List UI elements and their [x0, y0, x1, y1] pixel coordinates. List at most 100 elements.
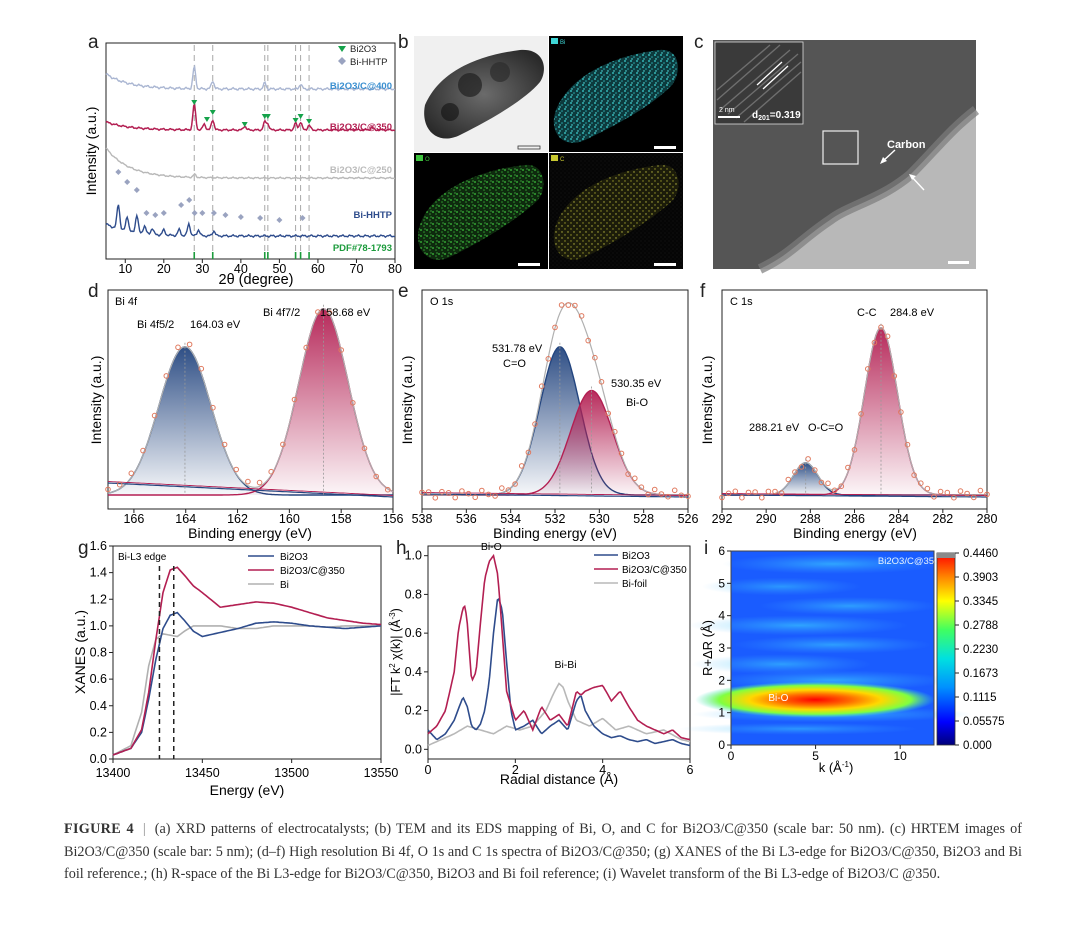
data-point — [612, 428, 618, 435]
eds-o-tag — [416, 155, 423, 161]
panel-i-content: Bi2O3/C@350 Bi-O 0 5 10 0 1 2 3 4 5 6 0.4460 0.3903 0.… — [678, 544, 1005, 763]
data-point — [585, 337, 592, 344]
eds-o-particle — [417, 164, 544, 260]
data-point — [678, 492, 685, 499]
bi-hhtp-peak-marker — [237, 214, 244, 220]
panel-h-xtick-label: 0 — [425, 763, 432, 777]
series-line-Bi2O3/C@350 — [427, 553, 691, 741]
panel-a-xtick-label: 10 — [118, 262, 132, 276]
peak-position-label: 530.35 eV — [611, 378, 662, 390]
heatmap-hotspot — [695, 681, 936, 718]
peak-fill-Bi 4f7/2 — [108, 308, 393, 495]
panel-label-b: b — [398, 32, 409, 53]
panel-d-xtick-label: 156 — [383, 512, 404, 526]
panel-g-content: 13400 13450 13500 13550 0.0 0.2 0.4 0.6 0.8 1.0 1.… — [90, 539, 399, 780]
peak-fill-Bi 4f5/2 — [108, 346, 393, 495]
data-point — [759, 494, 765, 501]
data-point — [732, 488, 739, 495]
data-point — [625, 471, 631, 477]
panel-h-content: 0 2 4 6 0.0 0.2 0.4 0.6 0.8 1.0 Bi-O Bi-Bi Bi2O3 Bi2O… — [405, 541, 694, 777]
data-point — [812, 467, 818, 473]
panel-d-xtick-label: 164 — [175, 512, 196, 526]
panel-d-xtick-label: 160 — [279, 512, 300, 526]
series-line-Bi2O3/C@250 — [105, 147, 395, 180]
data-point — [485, 491, 492, 498]
tem-grain — [458, 73, 482, 97]
tem-grain — [441, 103, 459, 121]
panel-g-xtick-label: 13450 — [185, 766, 220, 780]
panel-i-xtick-label: 5 — [812, 749, 819, 763]
legend-label-Bi2O3/C@350: Bi2O3/C@350 — [280, 566, 345, 577]
data-point — [752, 489, 758, 495]
panel-f-xtick-label: 292 — [712, 512, 733, 526]
peak-fill-Bi-O — [422, 390, 688, 495]
colorbar-cap — [937, 553, 955, 558]
data-point — [798, 464, 805, 470]
panel-g-plot-frame — [112, 545, 382, 760]
panel-e-xtick-label: 532 — [545, 512, 566, 526]
colorbar-tick-label: 0.05575 — [963, 716, 1005, 728]
panel-f-ylabel: Intensity (a.u.) — [699, 356, 715, 445]
background-line — [107, 481, 394, 496]
bi-hhtp-peak-marker — [222, 212, 229, 218]
data-point — [931, 494, 937, 500]
peak-label-o-c-o: O-C=O — [808, 422, 844, 434]
data-point — [221, 441, 228, 448]
panel-h-ytick-label: 0.2 — [405, 704, 422, 718]
bi2o3-peak-marker — [292, 118, 299, 123]
data-point — [373, 473, 380, 480]
panel-d-content: 166 164 162 160 158 156 Bi 4f5/2 164.03 eV Bi 4f… — [105, 304, 404, 526]
data-point — [658, 491, 665, 497]
colorbar-tick-label: 0.1673 — [963, 668, 998, 680]
legend-label-Bi: Bi — [280, 580, 289, 591]
panel-f-xtick-label: 290 — [756, 512, 777, 526]
panel-h-ytick-label: 0.0 — [405, 742, 422, 756]
hrtem-carbon-layer — [757, 106, 980, 274]
data-point — [598, 379, 605, 385]
panel-a: a 10 20 30 40 50 60 70 80 Bi2O3/C@400 Bi2O3/C@350… — [83, 32, 402, 288]
panel-h-xtick-label: 4 — [599, 763, 606, 777]
data-point — [937, 488, 944, 495]
panel-a-xtick-label: 80 — [388, 262, 402, 276]
data-point — [186, 341, 193, 348]
data-point — [745, 489, 752, 496]
bi-hhtp-peak-marker — [299, 215, 306, 221]
background-line — [107, 482, 394, 498]
figure-canvas: a 10 20 30 40 50 60 70 80Bi2O3/C@400Bi2O3/C@350… — [72, 32, 1005, 798]
data-point — [825, 480, 831, 487]
figure-caption-text: (a) XRD patterns of electrocatalysts; (b… — [64, 821, 1022, 882]
panel-f-xtick-label: 286 — [844, 512, 865, 526]
data-point — [233, 466, 239, 473]
data-point — [891, 373, 898, 379]
data-point — [671, 487, 678, 494]
panel-a-xtick-label: 60 — [311, 262, 325, 276]
panel-e-xtick-label: 536 — [456, 512, 477, 526]
panel-i-ytick-label: 3 — [718, 641, 725, 655]
panel-h-ylabel: |FT k2 χ(k)| (Å-3) — [388, 608, 403, 696]
series-line-Bi-foil — [427, 682, 691, 747]
peak-fill-C=O — [422, 346, 688, 495]
panel-a-content: 10 20 30 40 50 60 70 80 Bi2O3/C@400 Bi2O3/C@350 Bi… — [105, 44, 402, 276]
background-line — [722, 494, 987, 498]
series-line-Bi2O3/C@400 — [105, 64, 395, 92]
bi-hhtp-peak-marker — [186, 197, 193, 203]
series-line-Bi-HHTP — [105, 204, 396, 239]
carbon-arrow-head — [880, 157, 887, 164]
data-point — [884, 333, 891, 340]
panel-f: f C 1s 292 290 288 286 284 282 280 288.21 eV O-C… — [699, 281, 997, 541]
data-point — [572, 302, 578, 309]
peak-position-label: 284.8 eV — [890, 307, 935, 319]
eds-o-tag-label: O — [425, 157, 430, 163]
hrtem-scale-bar — [948, 261, 969, 264]
data-point — [772, 488, 778, 495]
eds-c-tag-label: C — [560, 157, 565, 163]
panel-f-xtick-label: 284 — [888, 512, 909, 526]
heatmap-contour-band — [691, 654, 872, 675]
panel-e-xlabel: Binding energy (eV) — [493, 525, 617, 541]
eds-o-scale-bar — [518, 263, 540, 266]
heatmap-contour-band — [678, 722, 919, 735]
data-point — [338, 347, 345, 353]
panel-label-a: a — [88, 32, 99, 53]
data-point — [385, 486, 391, 493]
bi2o3-peak-marker — [297, 114, 304, 119]
